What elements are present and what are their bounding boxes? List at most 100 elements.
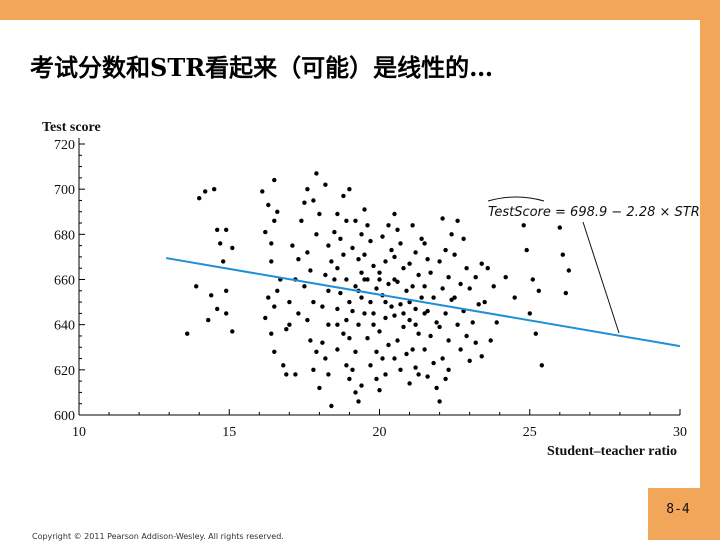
scatter-point <box>311 198 316 203</box>
scatter-point <box>326 243 331 248</box>
scatter-point <box>338 236 343 241</box>
scatter-point <box>272 218 277 223</box>
scatter-point <box>416 272 421 278</box>
scatter-point <box>485 266 490 271</box>
scatter-point <box>398 302 403 307</box>
scatter-point <box>323 182 328 187</box>
scatter-point <box>314 171 319 176</box>
scatter-point <box>566 268 571 273</box>
scatter-point <box>302 200 307 205</box>
scatter-point <box>437 324 442 330</box>
scatter-point <box>407 381 412 386</box>
scatter-point <box>341 252 346 257</box>
scatter-point <box>431 360 436 366</box>
scatter-point <box>284 327 289 332</box>
scatter-point <box>461 236 466 241</box>
scatter-point <box>377 329 382 334</box>
slide-title: 考试分数和STR看起来（可能）是线性的… <box>30 53 494 82</box>
scatter-point <box>338 290 343 296</box>
scatter-point <box>296 311 301 316</box>
scatter-point <box>404 351 409 357</box>
scatter-point <box>410 284 415 289</box>
scatter-point <box>425 308 430 314</box>
scatter-point <box>284 372 289 377</box>
slide: 考试分数和STR看起来（可能）是线性的… Copyright © 2011 Pe… <box>0 20 700 541</box>
scatter-point <box>215 306 220 312</box>
scatter-point <box>416 331 421 336</box>
scatter-point <box>326 322 331 327</box>
y-tick-label: 720 <box>54 138 75 153</box>
scatter-point <box>428 270 433 275</box>
scatter-point <box>368 238 373 244</box>
scatter-point <box>335 306 340 312</box>
scatter-point <box>368 299 373 305</box>
scatter-point <box>311 299 316 305</box>
scatter-point <box>209 293 214 298</box>
scatter-point <box>332 277 337 282</box>
x-tick-label: 30 <box>673 425 687 440</box>
scatter-point <box>326 288 331 293</box>
scatter-point <box>446 367 451 372</box>
scatter-point <box>392 356 397 361</box>
scatter-point <box>266 295 271 300</box>
scatter-point <box>215 227 220 232</box>
scatter-point <box>407 299 412 305</box>
scatter-point <box>323 272 328 278</box>
scatter-point <box>371 263 376 269</box>
scatter-point <box>425 374 430 379</box>
scatter-point <box>413 365 418 370</box>
scatter-point <box>362 277 367 282</box>
scatter-point <box>398 367 403 372</box>
scatter-point <box>398 241 403 246</box>
scatter-point <box>356 399 361 404</box>
scatter-point <box>275 288 280 293</box>
scatter-point <box>230 245 235 251</box>
scatter-point <box>332 229 337 235</box>
scatter-point <box>314 349 319 354</box>
scatter-point <box>272 349 277 354</box>
scatter-point <box>395 279 400 284</box>
scatter-point <box>305 187 310 192</box>
scatter-point <box>374 376 379 382</box>
y-tick-label: 680 <box>54 228 75 243</box>
scatter-point <box>473 340 478 345</box>
scatter-point <box>344 218 349 223</box>
scatter-point <box>353 284 358 289</box>
scatter-point <box>557 225 562 230</box>
scatter-point <box>386 342 391 348</box>
scatter-point <box>341 331 346 336</box>
scatter-point <box>224 288 229 293</box>
scatter-point <box>455 218 460 223</box>
scatter-point <box>320 304 325 309</box>
scatter-point <box>425 257 430 262</box>
hat-accent <box>487 196 545 202</box>
scatter-point <box>377 270 382 275</box>
scatter-point <box>359 270 364 275</box>
scatter-point <box>347 299 352 305</box>
scatter-point <box>305 250 310 255</box>
scatter-point <box>317 211 322 217</box>
scatter-point <box>395 227 400 232</box>
scatter-point <box>440 216 445 221</box>
scatter-point <box>287 299 292 305</box>
scatter-point <box>395 338 400 343</box>
x-tick-label: 15 <box>222 425 236 440</box>
scatter-point <box>539 363 544 368</box>
scatter-point <box>224 227 229 232</box>
scatter-point <box>353 349 358 354</box>
scatter-point <box>296 257 301 262</box>
regression-equation-label: TestScore = 698.9 − 2.28 × STR <box>488 205 700 220</box>
scatter-point <box>404 288 409 293</box>
scatter-point <box>350 308 355 314</box>
scatter-point <box>479 261 484 266</box>
equation-callout-line <box>582 221 620 334</box>
scatter-point <box>434 320 439 325</box>
scatter-point <box>401 311 406 316</box>
y-axis-title: Test score <box>42 120 101 135</box>
scatter-point <box>302 284 307 289</box>
scatter-point <box>314 232 319 237</box>
scatter-point <box>344 363 349 368</box>
scatter-point <box>185 331 190 336</box>
scatter-point <box>410 347 415 352</box>
